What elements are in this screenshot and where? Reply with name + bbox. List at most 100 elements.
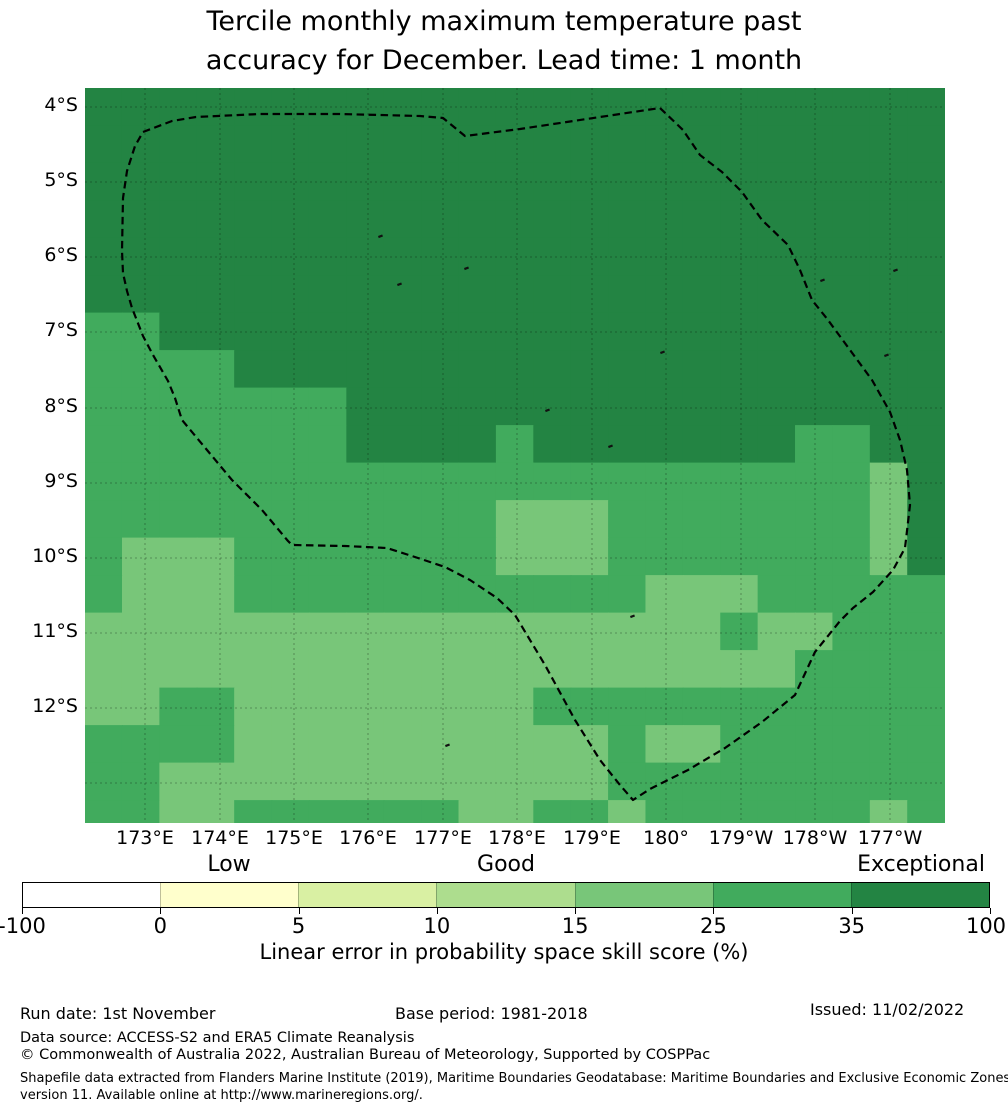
map-cell <box>85 650 123 689</box>
map-cell <box>682 88 722 126</box>
map-cell <box>346 387 385 426</box>
map-cell <box>421 762 460 801</box>
map-cell <box>308 200 348 239</box>
map-cell <box>907 350 945 389</box>
map-cell <box>757 125 796 164</box>
map-cell <box>159 200 198 239</box>
island-mark <box>545 408 550 413</box>
map-cell <box>308 162 348 201</box>
colorbar-segment <box>298 883 437 907</box>
map-cell <box>795 312 834 351</box>
map-cell <box>196 350 235 389</box>
map-cell <box>682 387 722 426</box>
map-cell <box>121 462 161 501</box>
map-cell <box>85 312 123 351</box>
map-cell <box>757 462 796 501</box>
map-cell <box>757 725 796 764</box>
map-cell <box>121 237 161 276</box>
map-cell <box>85 350 123 389</box>
map-cell <box>570 462 609 501</box>
map-cell <box>308 237 348 276</box>
map-cell <box>570 537 609 576</box>
map-cell <box>533 275 572 314</box>
map-cell <box>869 425 909 464</box>
map-cell <box>495 237 535 276</box>
map-cell <box>234 350 273 389</box>
map-cell <box>308 537 348 576</box>
map-cell <box>907 725 945 764</box>
map-cell <box>832 537 871 576</box>
map-cell <box>234 725 273 764</box>
map-cell <box>421 725 460 764</box>
map-cell <box>608 237 647 276</box>
chart-title: Tercile monthly maximum temperature past… <box>0 2 1008 80</box>
map-cell <box>533 612 572 651</box>
map-cell <box>795 237 834 276</box>
map-cell <box>271 650 310 689</box>
map-cell <box>757 387 796 426</box>
map-cell <box>608 387 647 426</box>
map-cell <box>795 200 834 239</box>
colorbar-tick-label: 15 <box>561 914 589 938</box>
map-cell <box>421 462 460 501</box>
chart-title-line1: Tercile monthly maximum temperature past <box>206 6 802 37</box>
map-cell <box>121 537 161 576</box>
colorbar-segment <box>436 883 575 907</box>
map-cell <box>234 125 273 164</box>
map-cell <box>570 387 609 426</box>
map-cell <box>757 762 796 801</box>
map-cell <box>495 275 535 314</box>
map-cell <box>570 687 609 726</box>
map-cell <box>608 425 647 464</box>
map-cell <box>570 350 609 389</box>
map-cell <box>495 162 535 201</box>
map-cell <box>159 612 198 651</box>
map-cell <box>832 387 871 426</box>
map-cell <box>85 200 123 239</box>
map-cell <box>159 762 198 801</box>
map-cell <box>271 275 310 314</box>
map-cell <box>907 762 945 801</box>
colorbar-caption: Linear error in probability space skill … <box>259 940 749 964</box>
lon-tick-label: 178°W <box>782 827 848 849</box>
map-cell <box>85 387 123 426</box>
map-cell <box>121 425 161 464</box>
colorbar-category-label: Good <box>477 852 535 877</box>
island-mark <box>464 266 469 271</box>
colorbar-tick-label: -100 <box>0 914 46 938</box>
map-cell <box>907 575 945 614</box>
map-cell <box>795 387 834 426</box>
map-cell <box>85 88 123 126</box>
map-cell <box>121 500 161 539</box>
map-cell <box>234 762 273 801</box>
map-cell <box>495 800 535 823</box>
map-cell <box>271 162 310 201</box>
map-cell <box>907 387 945 426</box>
map-cell <box>757 200 796 239</box>
map-cell <box>495 88 535 126</box>
map-cell <box>682 350 722 389</box>
map-cell <box>645 500 684 539</box>
map-cell <box>720 237 759 276</box>
lon-tick-label: 174°E <box>191 827 249 849</box>
map-cell <box>308 462 348 501</box>
map-cell <box>495 350 535 389</box>
map-cell <box>869 387 909 426</box>
map-cell <box>533 125 572 164</box>
map-cell <box>645 687 684 726</box>
map-cell <box>308 425 348 464</box>
map-cell <box>196 425 235 464</box>
map-cell <box>682 612 722 651</box>
map-cell <box>121 612 161 651</box>
map-cell <box>458 162 497 201</box>
map-cell <box>533 425 572 464</box>
map-cell <box>196 275 235 314</box>
map-cell <box>421 162 460 201</box>
lat-tick-label: 12°S <box>32 695 78 717</box>
map-cell <box>85 237 123 276</box>
map-cell <box>757 88 796 126</box>
map-cell <box>85 462 123 501</box>
map-cell <box>234 425 273 464</box>
map-cell <box>308 500 348 539</box>
map-cell <box>570 200 609 239</box>
